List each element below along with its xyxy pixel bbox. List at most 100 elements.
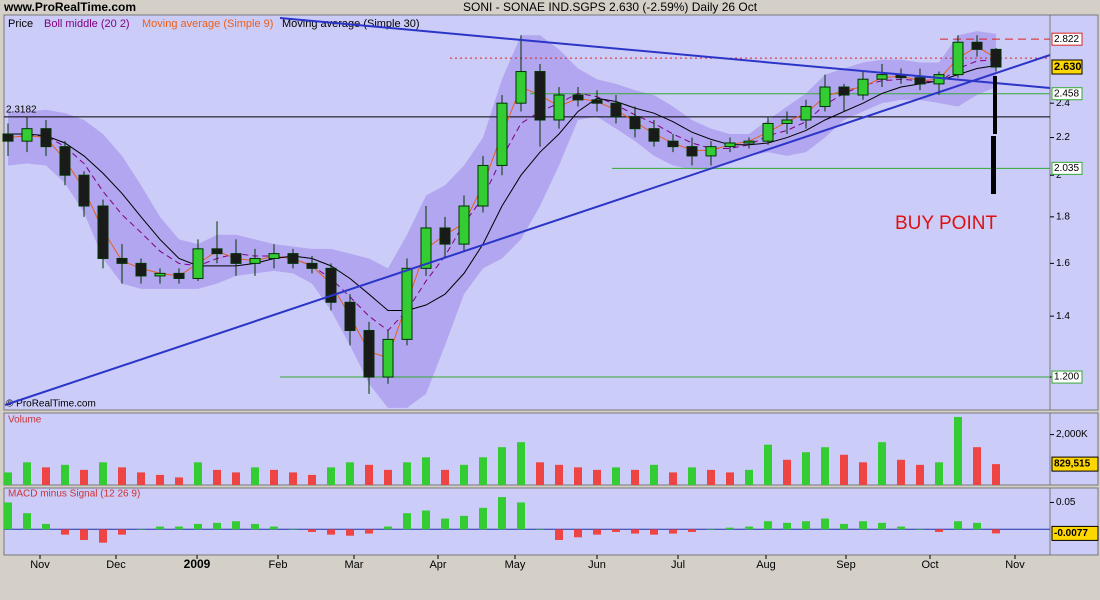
bar [650, 464, 658, 485]
last-value-box [1051, 525, 1099, 541]
copyright: © ProRealTime.com [6, 399, 96, 410]
candle-body [325, 267, 337, 303]
bar [859, 462, 867, 485]
marker-bar [991, 136, 996, 194]
bar [688, 529, 696, 532]
bar [61, 464, 69, 485]
candle-body [553, 94, 565, 121]
bar [555, 529, 563, 540]
bar [80, 529, 88, 540]
candle-body [914, 77, 926, 85]
candle-body [648, 128, 660, 142]
candle-body [743, 140, 755, 144]
bar [384, 526, 392, 530]
candle-body [629, 116, 641, 130]
site-name: www.ProRealTime.com [3, 0, 136, 14]
bar [593, 469, 601, 485]
level-label: 2.458 [1054, 88, 1079, 99]
candle-body [173, 272, 185, 279]
level-label: 2.3182 [6, 105, 37, 116]
candle-body [800, 105, 812, 121]
candle-body [876, 74, 888, 80]
x-tick-label: Mar [345, 559, 364, 571]
candle-body [97, 205, 109, 259]
bar [631, 529, 639, 534]
last-value-box [1051, 456, 1099, 472]
bar [916, 529, 924, 530]
bar [156, 474, 164, 485]
candle-body [724, 142, 736, 148]
candle-body [116, 257, 128, 264]
level-label: 2.822 [1054, 34, 1079, 45]
bar [821, 518, 829, 530]
level-label: 1.200 [1054, 372, 1079, 383]
bar [821, 447, 829, 485]
x-tick-label: Dec [106, 559, 126, 571]
rising-trendline [4, 54, 1051, 406]
bar [213, 522, 221, 530]
candle-body [591, 99, 603, 104]
candle-body [363, 330, 375, 378]
bar [840, 454, 848, 485]
bar [555, 464, 563, 485]
bar [574, 529, 582, 538]
candle-body [401, 267, 413, 340]
bar [42, 467, 50, 485]
bar [118, 529, 126, 535]
candle-body [534, 71, 546, 121]
y-tick-label: 2,000K [1056, 429, 1088, 440]
bar [992, 529, 1000, 534]
bar [403, 462, 411, 485]
bar [99, 529, 107, 543]
series-line [7, 59, 997, 332]
bar [745, 469, 753, 485]
candle-body [192, 248, 204, 279]
bar [194, 462, 202, 485]
bar [783, 522, 791, 530]
x-tick-label: Sep [836, 559, 856, 571]
bar [365, 529, 373, 534]
bar [536, 529, 544, 530]
x-tick-label: 2009 [184, 557, 211, 571]
bar [23, 513, 31, 530]
last-value-label: -0.0077 [1054, 528, 1088, 539]
y-tick-label: 2 [1056, 170, 1062, 181]
bar [42, 523, 50, 530]
candle-body [154, 272, 166, 277]
candle-body [344, 301, 356, 332]
bar [707, 469, 715, 485]
bar [327, 467, 335, 485]
marker-bar [993, 76, 997, 134]
bar [726, 527, 734, 530]
bar [973, 522, 981, 530]
bar [251, 467, 259, 485]
candle-body [439, 227, 451, 245]
bar [308, 474, 316, 485]
price-axis-panel [1049, 14, 1099, 411]
bar [688, 467, 696, 485]
bar [213, 469, 221, 485]
candle-body [952, 41, 964, 76]
level-label-box [1051, 161, 1083, 175]
bar [764, 444, 772, 485]
macd-axis-panel [1049, 487, 1099, 556]
bar [726, 472, 734, 485]
price-layer [2, 31, 1050, 408]
bar [954, 521, 962, 530]
bar [517, 442, 525, 485]
bar [783, 459, 791, 485]
candle-body [249, 257, 261, 264]
candle-body [838, 86, 850, 96]
candle-body [819, 86, 831, 107]
bar [593, 529, 601, 535]
x-tick-label: Aug [756, 559, 776, 571]
candle-body [781, 119, 793, 124]
bar [745, 526, 753, 530]
candle-body [572, 94, 584, 101]
candle-body [496, 102, 508, 166]
legend-price: Price [8, 18, 33, 30]
bar [612, 467, 620, 485]
level-label-box [1051, 370, 1083, 384]
last-price-box [1051, 59, 1083, 75]
bar [479, 457, 487, 485]
